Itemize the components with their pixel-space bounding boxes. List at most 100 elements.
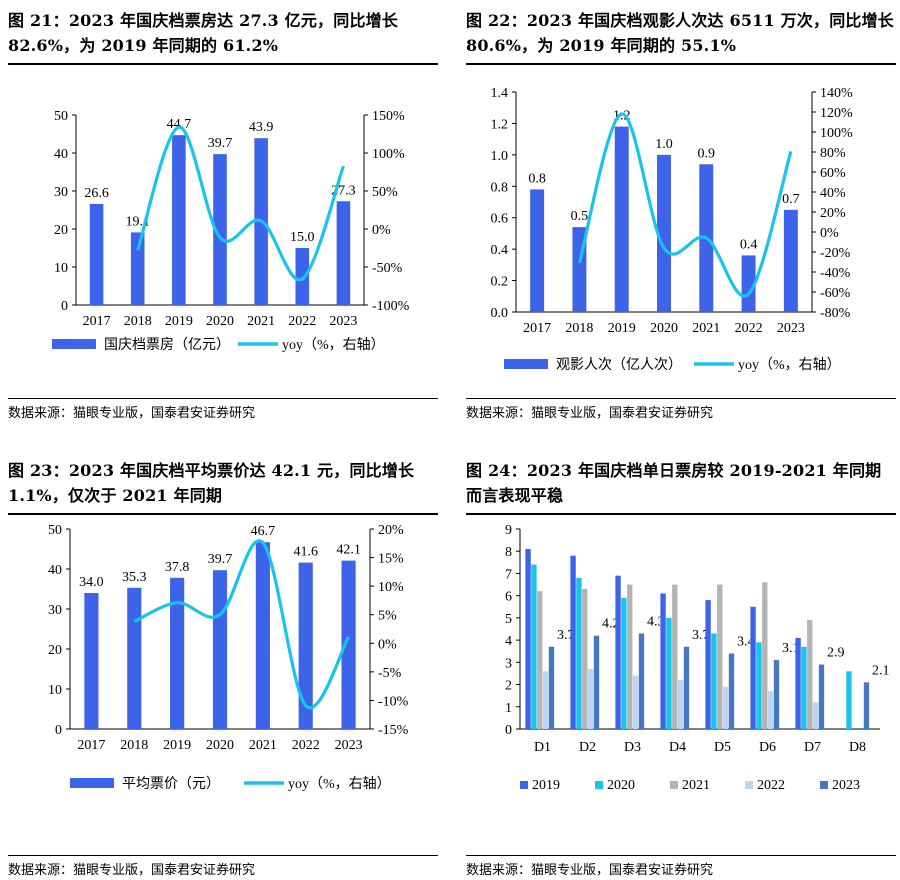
- bar-2020: [711, 633, 716, 729]
- right-axis-tick-label: -40%: [820, 266, 851, 281]
- yoy-line: [579, 114, 790, 296]
- right-axis-tick-label: 100%: [372, 147, 405, 162]
- x-tick-label: D4: [669, 740, 686, 755]
- bar-value-label: 15.0: [290, 230, 315, 245]
- bar: [256, 542, 270, 729]
- bar-value-label: 35.3: [122, 570, 147, 585]
- bar-value-label: 0.9: [698, 146, 716, 161]
- bar-2021: [672, 585, 677, 729]
- bar-2019: [795, 638, 800, 729]
- chart-box-office: 01020304050-100%-50%0%50%100%150%26.619.…: [8, 65, 438, 398]
- legend-label-bar: 平均票价（元）: [122, 776, 220, 792]
- legend-swatch-bar: [504, 359, 548, 369]
- right-axis-tick-label: 150%: [372, 109, 405, 124]
- x-tick-label: 2022: [735, 321, 763, 336]
- left-axis-tick-label: 10: [54, 261, 68, 276]
- bar-2021: [627, 585, 632, 729]
- bar-value-label: 41.6: [293, 545, 318, 560]
- bar-value-label: 2.1: [872, 663, 890, 678]
- bar-2021: [807, 620, 812, 729]
- bar-2023: [684, 647, 689, 729]
- right-axis-tick-label: -20%: [820, 246, 851, 261]
- x-tick-label: 2019: [165, 314, 193, 329]
- bar-2019: [705, 600, 710, 729]
- right-axis-tick-label: -80%: [820, 306, 851, 321]
- right-axis-tick-label: 0%: [378, 637, 397, 652]
- bar-2022: [633, 676, 638, 729]
- bar-value-label: 37.8: [165, 560, 190, 575]
- left-axis-tick-label: 0: [55, 723, 62, 738]
- x-tick-label: 2018: [565, 321, 593, 336]
- left-axis-tick-label: 0.2: [491, 275, 509, 290]
- bar: [213, 570, 227, 729]
- left-axis-tick-label: 6: [505, 590, 512, 605]
- left-axis-tick-label: 1.0: [491, 149, 509, 164]
- chart-panel-23: 图 23：2023 年国庆档平均票价达 42.1 元，同比增长 1.1%，仅次于…: [8, 458, 438, 880]
- bar-value-label: 43.9: [249, 120, 274, 135]
- legend-label: 2020: [607, 778, 635, 793]
- bar: [127, 588, 141, 729]
- right-axis-tick-label: 0%: [372, 223, 391, 238]
- bar-2023: [774, 660, 779, 729]
- x-tick-label: 2018: [124, 314, 152, 329]
- source-rule: [466, 855, 896, 856]
- left-axis-tick-label: 20: [48, 643, 62, 658]
- x-tick-label: 2018: [120, 738, 148, 753]
- legend-label: 2022: [757, 778, 785, 793]
- right-axis-tick-label: 100%: [820, 126, 853, 141]
- right-axis-tick-label: 20%: [378, 523, 404, 538]
- legend-swatch: [595, 781, 603, 789]
- bar: [530, 189, 544, 312]
- right-axis-tick-label: -100%: [372, 299, 410, 314]
- right-axis-tick-label: 120%: [820, 106, 853, 121]
- bar-value-label: 0.8: [528, 171, 546, 186]
- chart-admissions: 0.00.20.40.60.81.01.21.4-80%-60%-40%-20%…: [466, 65, 896, 398]
- bar-value-label: 39.7: [208, 552, 233, 567]
- bar-2022: [588, 669, 593, 729]
- x-tick-label: 2020: [206, 738, 234, 753]
- left-axis-tick-label: 0: [61, 299, 68, 314]
- left-axis-tick-label: 0.8: [491, 180, 509, 195]
- left-axis-tick-label: 40: [54, 147, 68, 162]
- left-axis-tick-label: 3: [505, 656, 512, 671]
- legend-swatch: [745, 781, 753, 789]
- x-tick-label: 2019: [608, 321, 636, 336]
- left-axis-tick-label: 50: [54, 109, 68, 124]
- left-axis-tick-label: 30: [48, 603, 62, 618]
- right-axis-tick-label: 50%: [372, 185, 398, 200]
- bar-value-label: 1.0: [655, 137, 673, 152]
- left-axis-tick-label: 7: [505, 567, 512, 582]
- bar: [784, 210, 798, 312]
- right-axis-tick-label: 60%: [820, 166, 846, 181]
- bar: [172, 135, 186, 305]
- bar-2022: [678, 680, 683, 729]
- left-axis-tick-label: 50: [48, 523, 62, 538]
- bar-value-label: 34.0: [79, 575, 104, 590]
- bar-2021: [582, 589, 587, 729]
- legend-swatch: [670, 781, 678, 789]
- x-tick-label: D3: [624, 740, 641, 755]
- bar-2023: [594, 636, 599, 729]
- bar: [615, 127, 629, 312]
- bar-2023: [819, 665, 824, 729]
- x-tick-label: 2020: [650, 321, 678, 336]
- bar-2020: [531, 565, 536, 729]
- left-axis-tick-label: 4: [505, 634, 512, 649]
- right-axis-tick-label: -10%: [378, 694, 409, 709]
- x-tick-label: 2023: [777, 321, 805, 336]
- left-axis-tick-label: 1.4: [491, 86, 509, 101]
- chart-panel-24: 图 24：2023 年国庆档单日票房较 2019-2021 年同期而言表现平稳 …: [466, 458, 896, 880]
- right-axis-tick-label: 0%: [820, 226, 839, 241]
- right-axis-tick-label: 15%: [378, 552, 404, 567]
- left-axis-tick-label: 10: [48, 683, 62, 698]
- bar-value-label: 0.7: [782, 192, 800, 207]
- x-tick-label: D5: [714, 740, 731, 755]
- right-axis-tick-label: -50%: [372, 261, 403, 276]
- left-axis-tick-label: 5: [505, 612, 512, 627]
- data-source: 数据来源：猫眼专业版，国泰君安证券研究: [8, 405, 438, 423]
- chart-daily-box-office: 01234567893.7D14.2D24.3D33.7D43.4D53.1D6…: [466, 515, 896, 855]
- x-tick-label: 2017: [523, 321, 551, 336]
- x-tick-label: 2021: [692, 321, 720, 336]
- bar: [90, 204, 104, 305]
- bar-2019: [750, 607, 755, 729]
